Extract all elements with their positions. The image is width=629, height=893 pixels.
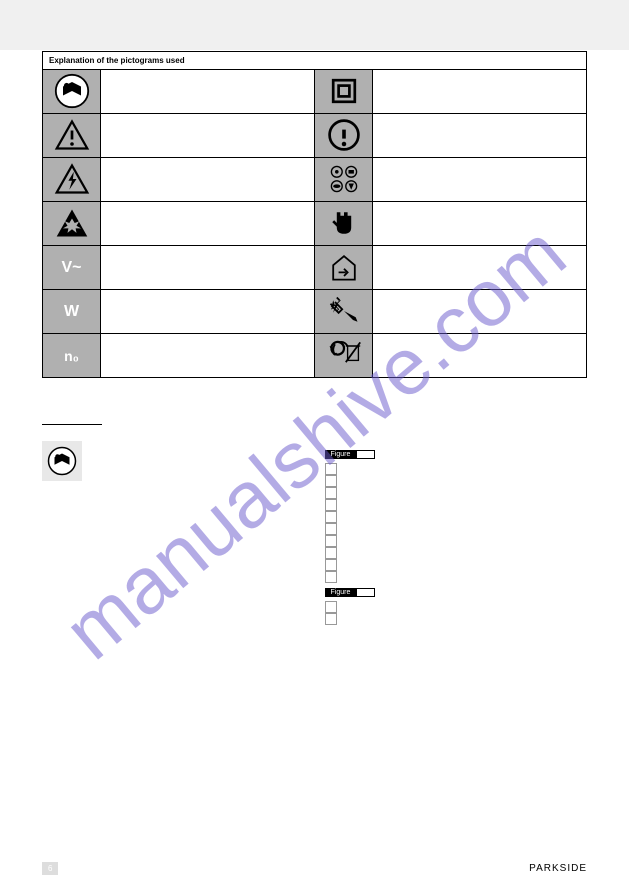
ppe-icon: [315, 158, 373, 202]
figure-b-label: Figure: [325, 588, 357, 597]
watt-icon: W: [43, 290, 101, 334]
shock-icon: [43, 158, 101, 202]
intended-text: The mini drill is intended to be used fo…: [42, 541, 305, 570]
desc: For your own safety! Disconnect the main…: [373, 290, 587, 334]
warning-icon: [43, 114, 101, 158]
desc: Note the warnings and safety instruction…: [101, 114, 315, 158]
figure-a-label: Figure: [325, 450, 357, 459]
desc: Caution! Danger of explosion!: [101, 202, 315, 246]
desc: Keep your hands away from the saw chain!: [373, 202, 587, 246]
desc: Only use indoors.: [373, 246, 587, 290]
read-icon: [43, 70, 101, 114]
intended-heading: Intended Use: [42, 527, 305, 539]
indoor-icon: [315, 246, 373, 290]
parts-list-a: 1ON / OFF switch / speed control 2Mains …: [325, 463, 588, 583]
desc: Use hearing protection, dust/breathing p…: [373, 158, 587, 202]
left-column: Modelling and engraving set PMGS 12 D3 I…: [42, 396, 305, 625]
explosion-icon: [43, 202, 101, 246]
intro-heading: Introduction: [42, 427, 305, 439]
equipment-heading: Equipment: [325, 433, 588, 445]
right-column: supplied drill. Any other use or modific…: [325, 396, 588, 625]
read-icon-inline: [42, 441, 82, 481]
recycle-icon: [315, 334, 373, 378]
pictogram-table: Explanation of the pictograms used Pleas…: [42, 51, 587, 378]
parts-list-b: 11Transformer cradle 12Power supply sock…: [325, 601, 588, 625]
desc: Protection class II (double insulation): [373, 70, 587, 114]
class2-icon: [315, 70, 373, 114]
desc: Dispose the product and the packaging in…: [373, 334, 587, 378]
brand-logo: PARKSIDE: [529, 863, 587, 874]
hands-off-icon: [315, 202, 373, 246]
volt-icon: V~: [43, 246, 101, 290]
desc: No-load rotation speed: [101, 334, 315, 378]
unplug-icon: [315, 290, 373, 334]
notice-icon: [315, 114, 373, 158]
intro-continued: supplied drill. Any other use or modific…: [325, 396, 588, 425]
product-title: Modelling and engraving set PMGS 12 D3: [42, 396, 305, 410]
desc: Watt (effective power): [101, 290, 315, 334]
n0-icon: n₀: [43, 334, 101, 378]
desc: Please read the operating instructions.: [101, 70, 315, 114]
page-number: 6: [42, 862, 58, 875]
desc: Notice! Operating instructions must be r…: [373, 114, 587, 158]
table-header: Explanation of the pictograms used: [43, 52, 587, 70]
desc: Caution! Electric shock! Dangerous elect…: [101, 158, 315, 202]
desc: Volt (alternating voltage): [101, 246, 315, 290]
page-footer: 6 GB/IE PARKSIDE: [0, 862, 629, 875]
lang-code: GB/IE: [66, 864, 87, 873]
